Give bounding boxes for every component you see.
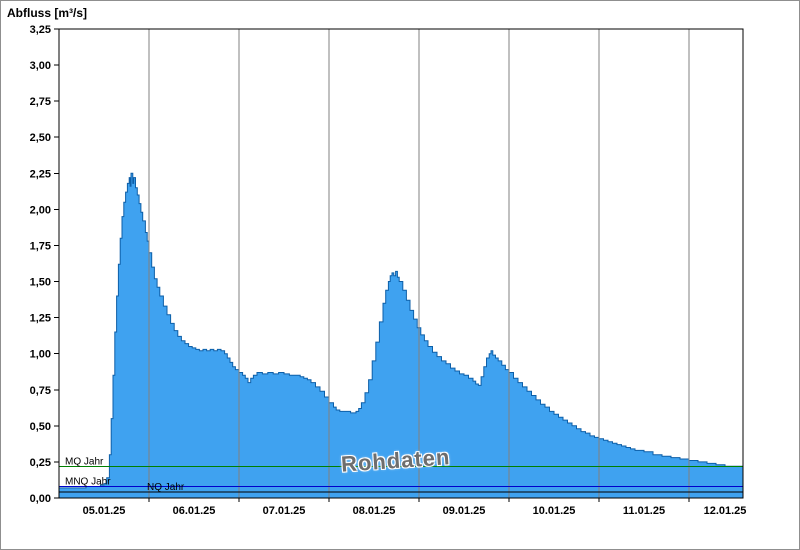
y-tick-label: 0,00 xyxy=(30,493,51,505)
y-tick-label: 2,00 xyxy=(30,204,51,216)
discharge-series-line xyxy=(59,172,744,489)
x-tick-label: 07.01.25 xyxy=(263,505,306,517)
y-tick-label: 3,25 xyxy=(30,24,51,36)
y-tick-label: 1,50 xyxy=(30,277,51,289)
x-tick-label: 06.01.25 xyxy=(173,505,216,517)
x-tick-label: 09.01.25 xyxy=(443,505,486,517)
mnq-jahr-label: MNQ Jahr xyxy=(65,477,111,488)
y-tick-label: 2,50 xyxy=(30,132,51,144)
x-tick-label: 11.01.25 xyxy=(623,505,665,517)
y-tick-label: 0,25 xyxy=(30,457,51,469)
x-tick-label: 05.01.25 xyxy=(83,505,126,517)
y-tick-label: 0,75 xyxy=(30,385,51,397)
nq-jahr-label: NQ Jahr xyxy=(147,482,185,493)
y-tick-label: 2,25 xyxy=(30,168,51,180)
x-tick-label: 10.01.25 xyxy=(533,505,576,517)
discharge-area-fill xyxy=(59,173,743,499)
y-axis-title: Abfluss [m³/s] xyxy=(7,6,88,20)
x-tick-label: 12.01.25 xyxy=(704,505,747,517)
y-tick-label: 1,75 xyxy=(30,241,51,253)
y-tick-label: 2,75 xyxy=(30,96,51,108)
y-tick-label: 1,25 xyxy=(30,313,51,325)
y-tick-label: 1,00 xyxy=(30,349,51,361)
y-tick-label: 0,50 xyxy=(30,421,51,433)
mq-jahr-label: MQ Jahr xyxy=(65,456,104,467)
y-tick-label: 3,00 xyxy=(30,60,51,72)
x-tick-label: 08.01.25 xyxy=(353,505,396,517)
plot-frame xyxy=(58,28,744,499)
